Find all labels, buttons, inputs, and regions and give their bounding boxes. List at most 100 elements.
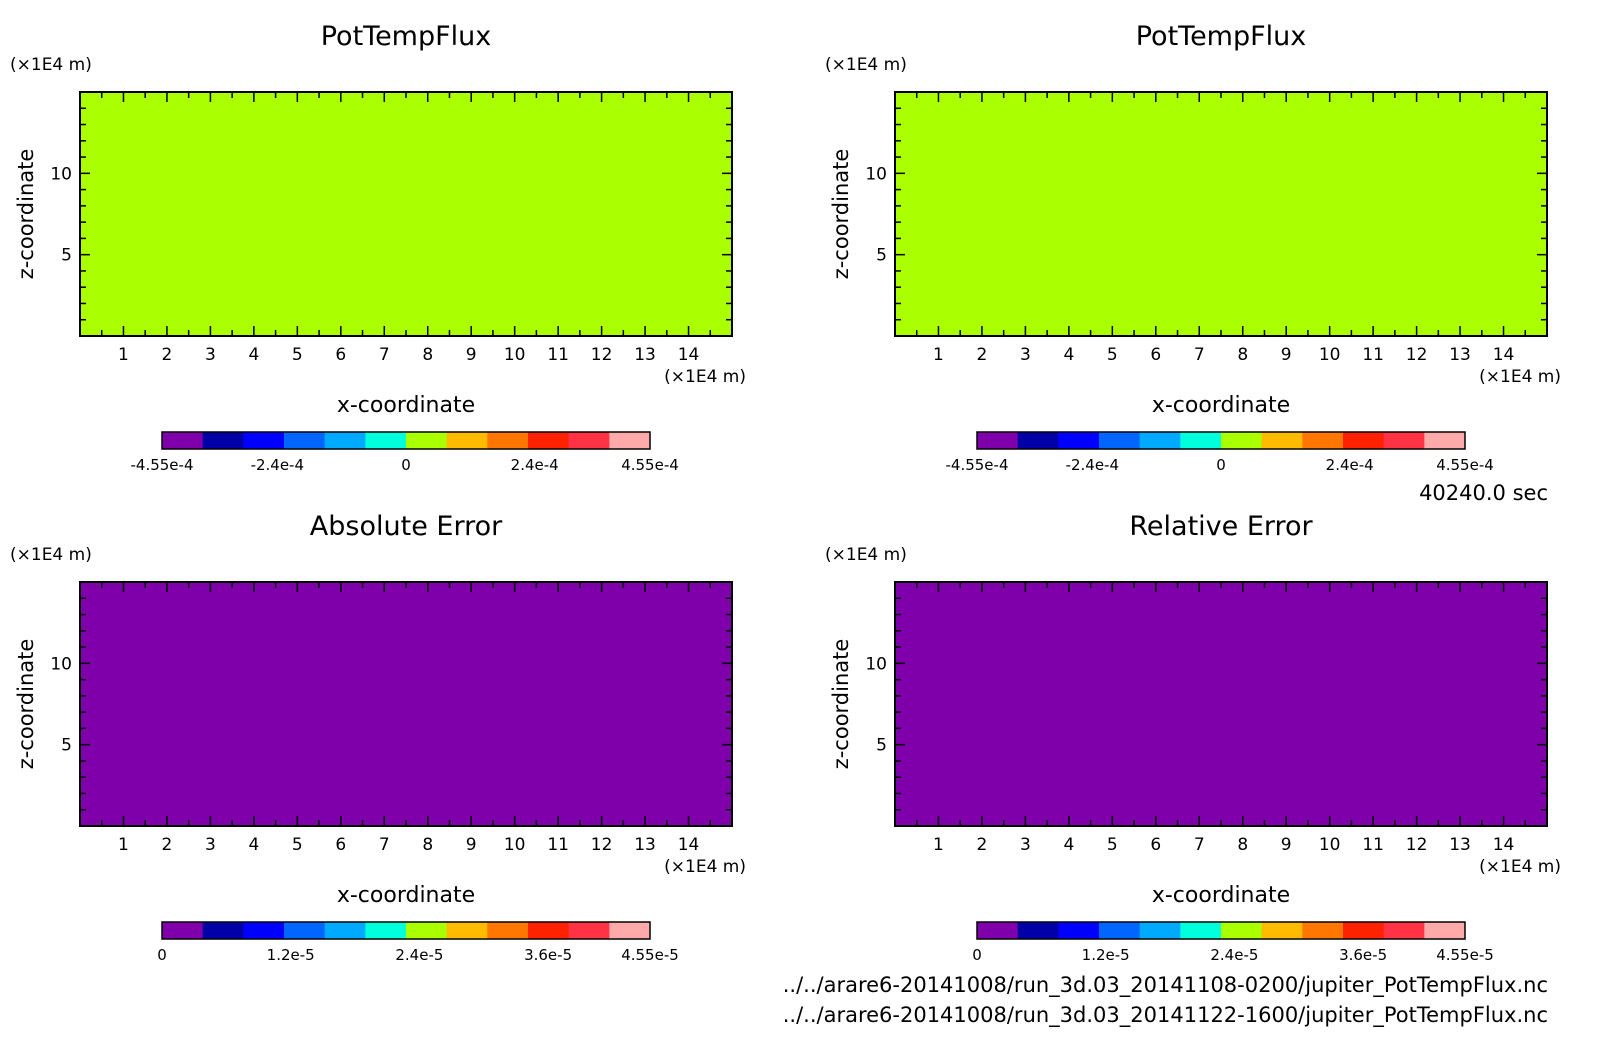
x-tick-label: 7 — [1194, 835, 1205, 855]
colorbar-tick-label: 2.4e-4 — [511, 456, 559, 474]
x-tick-label: 8 — [422, 345, 433, 365]
field-fill — [80, 582, 732, 826]
colorbar-frame — [976, 431, 1466, 450]
colorbar-swatch — [162, 922, 204, 939]
y-tick-label: 10 — [50, 164, 72, 184]
colorbar-tick-label: 4.55e-5 — [1436, 946, 1494, 964]
colorbar-swatch — [202, 922, 244, 939]
colorbar-swatch — [1424, 922, 1466, 939]
x-tick-label: 3 — [1020, 345, 1031, 365]
colorbar-swatch — [609, 922, 651, 939]
x-tick-label: 6 — [1150, 345, 1161, 365]
colorbar-swatch — [202, 432, 244, 449]
y-axis-label: z-coordinate — [829, 149, 853, 280]
colorbar-swatch — [1058, 922, 1100, 939]
colorbar-swatch — [365, 922, 407, 939]
colorbar-tick-label: 4.55e-4 — [1436, 456, 1494, 474]
colorbar-tick-label: 0 — [972, 946, 982, 964]
x-tick-label: 1 — [933, 835, 944, 855]
x-tick-label: 3 — [1020, 835, 1031, 855]
x-tick-label: 7 — [379, 835, 390, 855]
x-tick-label: 4 — [248, 345, 259, 365]
panel-title: Absolute Error — [310, 511, 503, 542]
colorbar-swatch — [284, 432, 326, 449]
x-tick-label: 10 — [1319, 345, 1341, 365]
colorbar-tick-label: 3.6e-5 — [524, 946, 572, 964]
colorbar-swatch — [568, 432, 610, 449]
x-tick-label: 8 — [422, 835, 433, 855]
file-path-1: ../../arare6-20141008/run_3d.03_20141108… — [783, 973, 1548, 998]
x-tick-label: 10 — [504, 345, 526, 365]
colorbar-swatch — [1180, 922, 1222, 939]
x-tick-label: 5 — [292, 345, 303, 365]
colorbar-frame — [161, 921, 651, 940]
y-tick-label: 5 — [876, 736, 887, 756]
x-tick-label: 11 — [547, 345, 569, 365]
colorbar-swatch — [1221, 432, 1263, 449]
x-tick-label: 1 — [933, 345, 944, 365]
x-unit-label: (×1E4 m) — [664, 857, 746, 877]
colorbar-swatch — [1058, 432, 1100, 449]
colorbar-swatch — [162, 432, 204, 449]
colorbar-swatch — [487, 432, 529, 449]
colorbar-swatch — [1302, 432, 1344, 449]
colorbar-frame — [161, 431, 651, 450]
x-tick-label: 12 — [591, 835, 613, 855]
y-tick-label: 5 — [876, 246, 887, 266]
x-tick-label: 9 — [466, 835, 477, 855]
colorbar-swatch — [243, 922, 285, 939]
colorbar-swatch — [1383, 922, 1425, 939]
x-tick-label: 5 — [1107, 345, 1118, 365]
y-unit-label: (×1E4 m) — [10, 55, 92, 75]
x-tick-label: 13 — [634, 345, 656, 365]
x-tick-label: 9 — [466, 345, 477, 365]
x-tick-label: 13 — [1449, 835, 1471, 855]
x-tick-label: 10 — [504, 835, 526, 855]
field-fill — [80, 92, 732, 336]
x-tick-label: 1 — [118, 835, 129, 855]
x-tick-label: 7 — [379, 345, 390, 365]
x-tick-label: 13 — [1449, 345, 1471, 365]
y-tick-label: 10 — [865, 164, 887, 184]
y-axis-label: z-coordinate — [14, 639, 38, 770]
x-tick-label: 12 — [1406, 835, 1428, 855]
colorbar-swatch — [1261, 922, 1303, 939]
x-tick-label: 4 — [1063, 345, 1074, 365]
x-tick-label: 14 — [1493, 835, 1515, 855]
y-tick-label: 10 — [865, 654, 887, 674]
x-tick-label: 9 — [1281, 345, 1292, 365]
x-tick-label: 2 — [162, 345, 173, 365]
colorbar-swatch — [1017, 432, 1059, 449]
x-tick-label: 11 — [547, 835, 569, 855]
colorbar-swatch — [1099, 922, 1141, 939]
colorbar-tick-label: 2.4e-5 — [1210, 946, 1258, 964]
y-unit-label: (×1E4 m) — [825, 545, 907, 565]
x-tick-label: 1 — [118, 345, 129, 365]
x-axis-label: x-coordinate — [337, 883, 475, 908]
colorbar-tick-label: -4.55e-4 — [946, 456, 1009, 474]
colorbar-tick-label: 0 — [401, 456, 411, 474]
colorbar-swatch — [1261, 432, 1303, 449]
x-tick-label: 2 — [162, 835, 173, 855]
y-axis-label: z-coordinate — [829, 639, 853, 770]
file-path-2: ../../arare6-20141008/run_3d.03_20141122… — [783, 1003, 1548, 1028]
x-unit-label: (×1E4 m) — [1479, 857, 1561, 877]
colorbar-tick-label: -2.4e-4 — [1066, 456, 1119, 474]
x-tick-label: 4 — [1063, 835, 1074, 855]
x-tick-label: 4 — [248, 835, 259, 855]
field-fill — [895, 582, 1547, 826]
colorbar-swatch — [324, 922, 366, 939]
colorbar-swatch — [1139, 432, 1181, 449]
colorbar-swatch — [1139, 922, 1181, 939]
colorbar-swatch — [609, 432, 651, 449]
x-tick-label: 10 — [1319, 835, 1341, 855]
x-tick-label: 6 — [1150, 835, 1161, 855]
y-unit-label: (×1E4 m) — [10, 545, 92, 565]
x-tick-label: 3 — [205, 345, 216, 365]
colorbar-swatch — [977, 432, 1019, 449]
x-tick-label: 14 — [678, 835, 700, 855]
colorbar-swatch — [1383, 432, 1425, 449]
colorbar-tick-label: 2.4e-4 — [1326, 456, 1374, 474]
y-tick-label: 5 — [61, 246, 72, 266]
